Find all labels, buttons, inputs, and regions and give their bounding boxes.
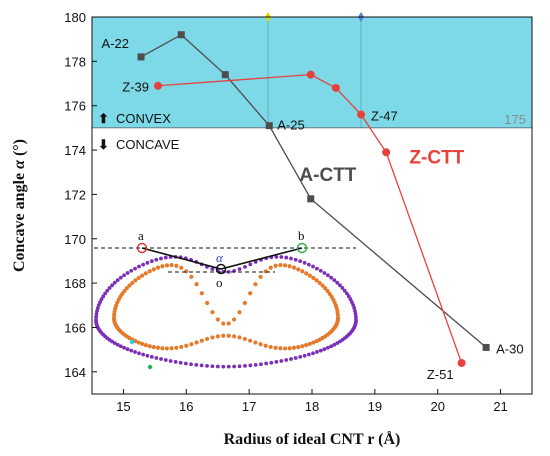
data-point	[307, 195, 315, 203]
y-tick-label: 168	[64, 276, 86, 291]
data-point	[177, 31, 185, 39]
y-tick-label: 170	[64, 232, 86, 247]
y-tick-label: 178	[64, 54, 86, 69]
concave-region-label: ⬇ CONCAVE	[98, 137, 180, 152]
inset-label-a: a	[138, 228, 144, 243]
convex-region-label: ⬆ CONVEX	[98, 111, 171, 126]
data-point-label: Z-51	[427, 367, 454, 382]
data-point	[154, 81, 162, 90]
y-tick-label: 172	[64, 187, 86, 202]
series-name-label: Z-CTT	[409, 147, 464, 168]
data-point	[357, 110, 366, 119]
series-z-ctt: Z-39 Z-47 Z-51 Z-CTT	[122, 70, 466, 382]
series-line	[140, 33, 487, 348]
x-tick-label: 19	[368, 399, 382, 414]
data-point	[482, 343, 490, 351]
arrow-down-icon: ⬇	[98, 137, 109, 152]
x-tick-label: 15	[116, 399, 130, 414]
data-point	[265, 122, 273, 130]
data-point	[382, 148, 391, 157]
data-point	[306, 70, 315, 79]
cross-section-inset: a b oα	[94, 228, 358, 370]
data-point-label: Z-39	[122, 80, 149, 95]
x-tick-label: 16	[179, 399, 193, 414]
y-tick-label: 174	[64, 143, 86, 158]
concave-label: CONCAVE	[116, 137, 180, 152]
y-axis-title-prefix: Concave angle	[11, 169, 28, 272]
x-axis-title: Radius of ideal CNT r (Å)	[224, 430, 401, 448]
convex-label: CONVEX	[116, 111, 171, 126]
y-tick-label: 166	[64, 320, 86, 335]
y-axis-title: Concave angle α (°)	[11, 139, 28, 272]
y-tick-label: 176	[64, 99, 86, 114]
data-point-label: A-22	[102, 36, 129, 51]
y-axis-ticks: 164 166 168 170 172 174 176 178 180	[64, 10, 97, 380]
series-layer: A-22 A-25 A-30 A-CTT Z-39 Z-47 Z-51 Z-CTT	[102, 31, 524, 382]
x-tick-label: 21	[493, 399, 507, 414]
data-point-label: A-25	[277, 118, 304, 133]
x-axis-ticks: 15 16 17 18 19 20 21	[116, 389, 508, 414]
x-tick-label: 20	[430, 399, 444, 414]
data-point	[331, 83, 340, 92]
data-point	[221, 71, 229, 79]
inset-label-alpha: α	[216, 250, 224, 265]
series-a-ctt: A-22 A-25 A-30 A-CTT	[102, 31, 524, 356]
inset-label-o: o	[216, 275, 223, 290]
data-point	[137, 53, 145, 61]
series-name-label: A-CTT	[299, 165, 356, 186]
x-tick-label: 17	[242, 399, 256, 414]
data-point-label: Z-47	[371, 109, 398, 124]
x-tick-label: 18	[305, 399, 319, 414]
data-point-label: A-30	[496, 341, 523, 356]
data-point	[457, 358, 466, 367]
y-tick-label: 164	[64, 365, 86, 380]
arrow-up-icon: ⬆	[98, 111, 109, 126]
series-line	[157, 73, 463, 364]
y-axis-title-suffix: (°)	[11, 139, 28, 160]
threshold-label: 175	[504, 112, 526, 127]
y-axis-title-symbol: α	[11, 159, 28, 169]
y-tick-label: 180	[64, 10, 86, 25]
inset-label-b: b	[298, 228, 305, 243]
